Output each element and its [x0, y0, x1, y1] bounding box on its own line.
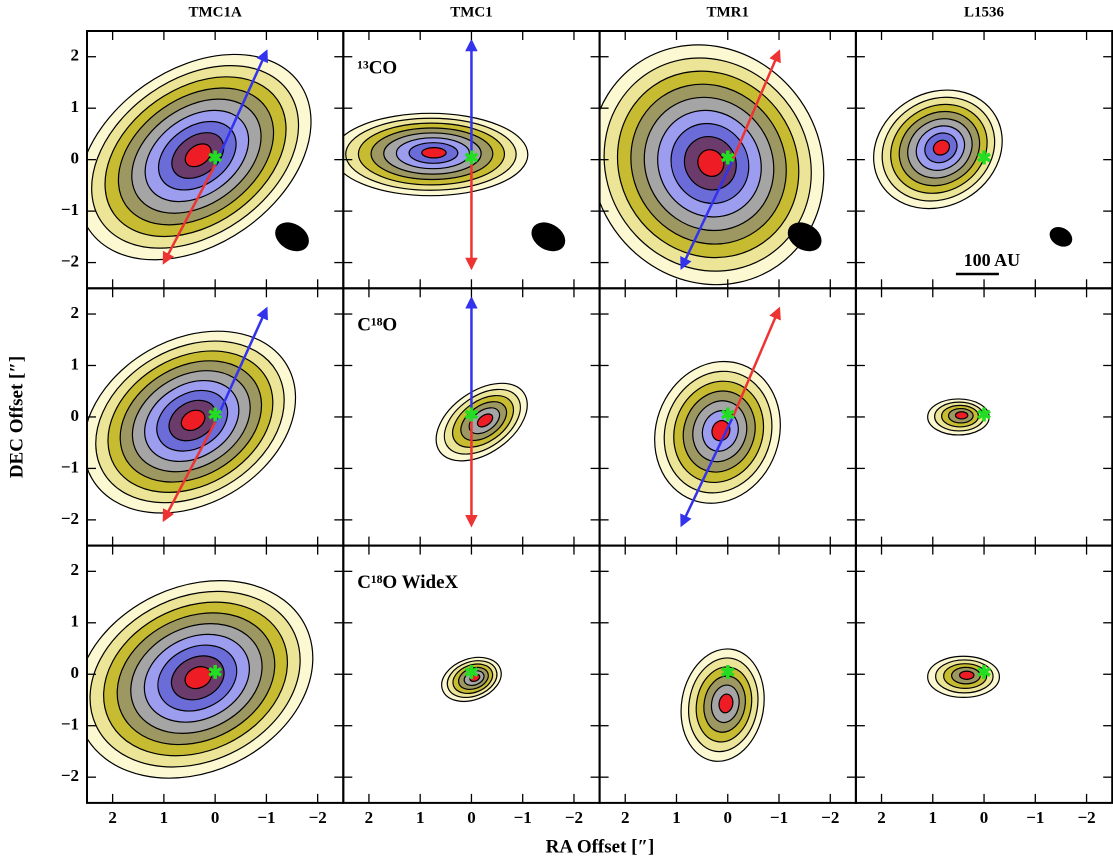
contour-level [476, 413, 494, 428]
x-tick-label: 0 [980, 808, 989, 827]
source-star: ✱ [208, 662, 223, 682]
y-tick-label: −1 [61, 457, 79, 476]
x-tick-label: 1 [416, 808, 425, 827]
panel-label: C¹⁸O [357, 315, 397, 336]
x-tick-label: 2 [108, 808, 117, 827]
source-star: ✱ [977, 662, 992, 682]
contour-level [932, 139, 951, 156]
y-tick-label: 1 [71, 97, 80, 116]
outflow-arrow [731, 306, 781, 418]
panel: ✱ [441, 656, 502, 703]
panel: ✱ [343, 38, 566, 271]
beam [531, 222, 566, 252]
source-star: ✱ [464, 662, 479, 682]
source-star: ✱ [208, 148, 223, 168]
y-tick-label: 0 [71, 149, 80, 168]
source-star: ✱ [720, 148, 735, 168]
y-tick-label: −2 [61, 251, 79, 270]
outflow-arrow [214, 306, 268, 423]
beam [1049, 227, 1073, 247]
x-tick-label: −1 [514, 808, 532, 827]
outflow-arrow [680, 159, 735, 270]
contour-level [958, 670, 975, 680]
source-star: ✱ [208, 405, 223, 425]
contour-level [180, 409, 206, 432]
panel: ✱ [927, 398, 992, 436]
x-tick-label: −2 [1077, 808, 1095, 827]
contour-level [184, 143, 212, 168]
panel-label: C¹⁸O WideX [357, 572, 458, 593]
y-tick-label: 2 [71, 46, 80, 65]
source-star: ✱ [720, 662, 735, 682]
y-tick-label: −2 [61, 509, 79, 528]
contour-level [718, 693, 734, 714]
x-tick-label: −1 [257, 808, 275, 827]
source-star: ✱ [464, 148, 479, 168]
x-tick-label: 0 [724, 808, 733, 827]
column-title: TMC1 [450, 4, 493, 20]
y-tick-label: 0 [71, 406, 80, 425]
panel: ✱ [87, 580, 314, 779]
y-tick-label: 1 [71, 612, 80, 631]
y-tick-label: −2 [61, 766, 79, 785]
y-tick-label: 2 [71, 560, 80, 579]
contour-level [711, 419, 731, 442]
x-tick-label: 2 [621, 808, 630, 827]
panel: ✱ [680, 648, 765, 762]
x-tick-label: 2 [877, 808, 886, 827]
panel: ✱ [599, 44, 825, 286]
source-star: ✱ [977, 405, 992, 425]
y-tick-label: 0 [71, 663, 80, 682]
outflow-arrow [680, 416, 735, 528]
source-star: ✱ [720, 405, 735, 425]
contour-level [469, 673, 481, 682]
y-tick-label: 2 [71, 303, 80, 322]
source-star: ✱ [977, 148, 992, 168]
panel: ✱ [87, 306, 297, 523]
panel-label: ¹³CO [357, 57, 397, 78]
y-axis-label: DEC Offset [″] [6, 356, 27, 478]
column-title: L1536 [964, 4, 1005, 20]
outflow-arrow [162, 421, 217, 523]
contour-level [421, 147, 447, 159]
outflow-arrow [731, 49, 781, 161]
panel: ✱ [87, 49, 312, 265]
outflow-arrow [162, 164, 217, 265]
y-tick-label: −1 [61, 715, 79, 734]
y-tick-label: −1 [61, 200, 79, 219]
y-tick-label: 1 [71, 354, 80, 373]
x-tick-label: 1 [929, 808, 938, 827]
x-tick-label: 2 [365, 808, 374, 827]
contour-level [954, 411, 969, 420]
x-tick-label: −2 [309, 808, 327, 827]
source-star: ✱ [464, 405, 479, 425]
column-title: TMC1A [188, 4, 241, 20]
beam [275, 222, 309, 252]
column-title: TMR1 [707, 4, 750, 20]
contour-level [184, 666, 212, 690]
x-tick-label: −2 [565, 808, 583, 827]
x-tick-label: −1 [770, 808, 788, 827]
x-tick-label: 0 [467, 808, 476, 827]
outflow-arrow [214, 49, 268, 166]
panel: ✱ [435, 296, 528, 528]
x-tick-label: −2 [821, 808, 839, 827]
x-tick-label: 1 [672, 808, 681, 827]
contour-level [697, 149, 725, 177]
scale-bar-label: 100 AU [964, 250, 1021, 270]
x-axis-label: RA Offset [″] [546, 836, 655, 857]
panel: ✱ [654, 306, 781, 528]
panel: ✱ [873, 89, 1073, 247]
panel: ✱ [927, 655, 1001, 699]
x-tick-label: −1 [1026, 808, 1044, 827]
beam [787, 222, 822, 252]
x-tick-label: 1 [160, 808, 169, 827]
x-tick-label: 0 [211, 808, 220, 827]
